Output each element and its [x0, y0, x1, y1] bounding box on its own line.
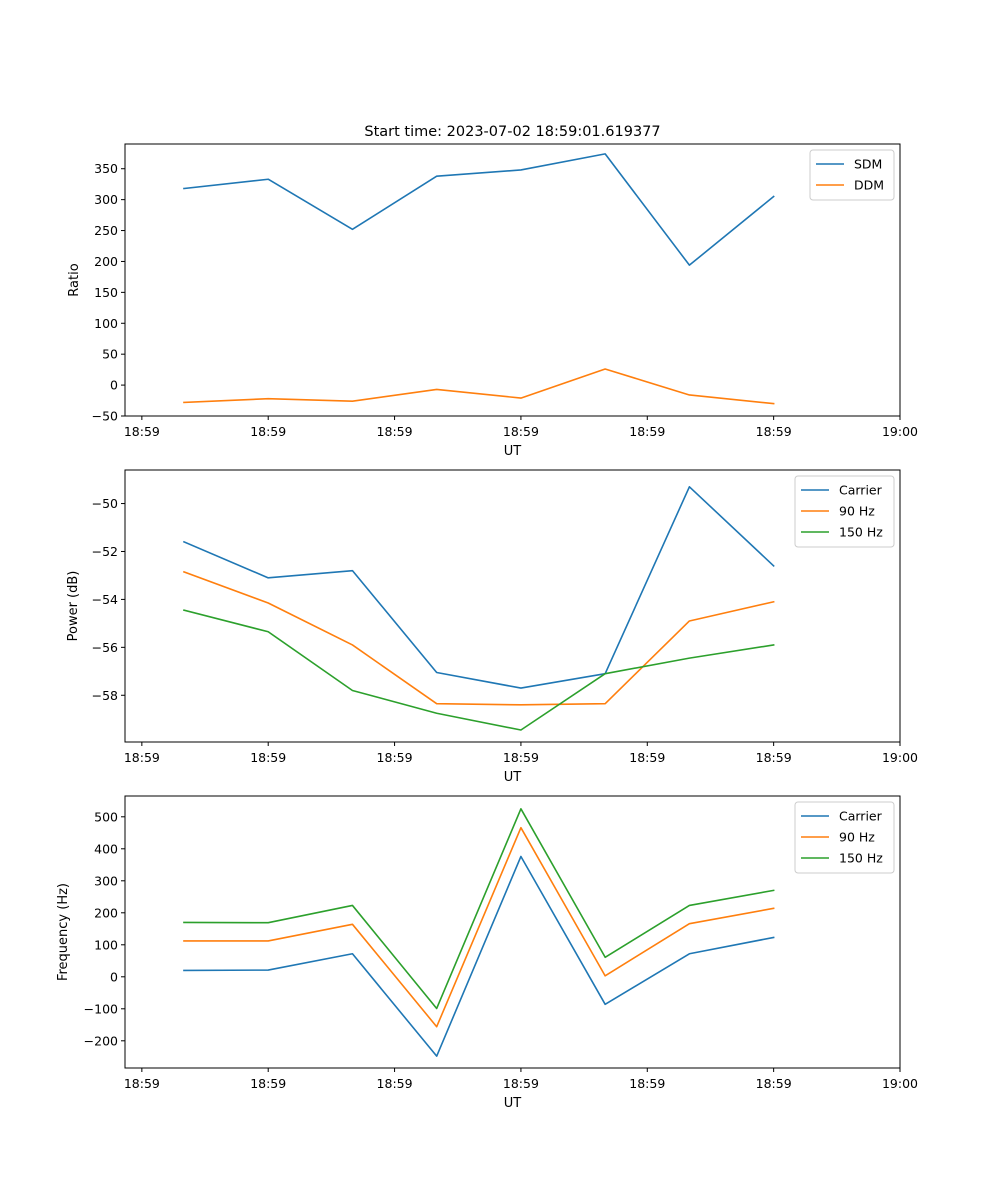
x-tick-label: 19:00 [882, 750, 918, 765]
y-tick-label: 350 [94, 161, 118, 176]
chart-title: Start time: 2023-07-02 18:59:01.619377 [364, 124, 660, 140]
x-tick-label: 18:59 [756, 1076, 792, 1091]
x-tick-label: 18:59 [250, 424, 286, 439]
y-tick-label: −100 [84, 1001, 118, 1016]
chart-panel-3: 18:59 18:59 18:59 18:59 18:59 18:59 19:00 −200 −… [56, 795, 918, 1111]
x-tick-label: 18:59 [629, 750, 665, 765]
legend-label: 150 Hz [839, 851, 883, 866]
x-tick-label: 18:59 [756, 750, 792, 765]
y-tick-label: −56 [92, 640, 118, 655]
y-tick-label: 150 [94, 285, 118, 300]
y-tick-label: 400 [94, 841, 118, 856]
x-tick-label: 18:59 [629, 424, 665, 439]
series-line-150-hz [183, 807, 775, 1010]
x-tick-label: 18:59 [629, 1076, 665, 1091]
y-axis-label: Ratio [67, 263, 82, 296]
x-tick-label: 18:59 [756, 424, 792, 439]
series-line-90-hz [182, 570, 775, 706]
legend-box [794, 475, 895, 548]
legend-label: 90 Hz [839, 504, 875, 519]
y-tick-label: 300 [94, 192, 118, 207]
y-tick-label: 250 [94, 223, 118, 238]
x-tick-label: 18:59 [503, 424, 539, 439]
x-tick-label: 18:59 [124, 750, 160, 765]
legend-box [809, 149, 895, 201]
x-tick-label: 19:00 [882, 424, 918, 439]
y-tick-label: −50 [92, 409, 118, 424]
x-tick-label: 18:59 [250, 750, 286, 765]
chart-panel-1: 18:59 18:59 18:59 18:59 18:59 18:59 19:00 −50 0 5… [67, 143, 918, 459]
y-tick-label: 50 [102, 347, 118, 362]
legend-label: 150 Hz [839, 525, 883, 540]
x-tick-label: 18:59 [377, 424, 413, 439]
series-line-carrier [183, 855, 775, 1057]
legend: Carrier 90 Hz 150 Hz [794, 475, 895, 548]
y-tick-label: 200 [94, 254, 118, 269]
x-tick-label: 18:59 [503, 750, 539, 765]
y-tick-label: 200 [94, 905, 118, 920]
x-tick-label: 18:59 [503, 1076, 539, 1091]
y-tick-label: 0 [110, 378, 118, 393]
y-axis-label: Power (dB) [66, 571, 81, 642]
y-tick-label: −200 [84, 1033, 118, 1048]
y-tick-label: −52 [92, 544, 118, 559]
y-tick-label: 100 [94, 316, 118, 331]
y-axis-label: Frequency (Hz) [56, 883, 71, 981]
y-tick-label: −58 [92, 688, 118, 703]
plot-frame [124, 143, 901, 417]
x-tick-label: 18:59 [124, 424, 160, 439]
chart-panel-2: 18:59 18:59 18:59 18:59 18:59 18:59 19:00 −58 −5… [66, 469, 918, 785]
series-line-ddm [183, 368, 775, 405]
legend-label: DDM [854, 178, 884, 193]
legend-label: Carrier [839, 809, 883, 824]
legend-label: SDM [854, 157, 882, 172]
y-tick-label: 0 [110, 969, 118, 984]
x-tick-label: 18:59 [250, 1076, 286, 1091]
y-tick-label: −50 [92, 496, 118, 511]
x-tick-label: 19:00 [882, 1076, 918, 1091]
legend: SDM DDM [809, 149, 895, 201]
legend-label: Carrier [839, 483, 883, 498]
y-tick-label: 300 [94, 873, 118, 888]
x-axis-label: UT [504, 770, 522, 785]
plot-frame [124, 795, 901, 1069]
legend: Carrier 90 Hz 150 Hz [794, 801, 895, 874]
series-line-150-hz [182, 609, 775, 731]
series-line-sdm [183, 153, 775, 266]
y-tick-label: −54 [92, 592, 118, 607]
plot-frame [124, 469, 901, 743]
legend-box [794, 801, 895, 874]
series-line-carrier [182, 485, 775, 689]
x-tick-label: 18:59 [124, 1076, 160, 1091]
series-line-90-hz [183, 826, 775, 1028]
x-tick-label: 18:59 [377, 1076, 413, 1091]
y-tick-label: 500 [94, 809, 118, 824]
x-axis-label: UT [504, 444, 522, 459]
legend-label: 90 Hz [839, 830, 875, 845]
x-axis-label: UT [504, 1096, 522, 1111]
x-tick-label: 18:59 [377, 750, 413, 765]
y-tick-label: 100 [94, 937, 118, 952]
